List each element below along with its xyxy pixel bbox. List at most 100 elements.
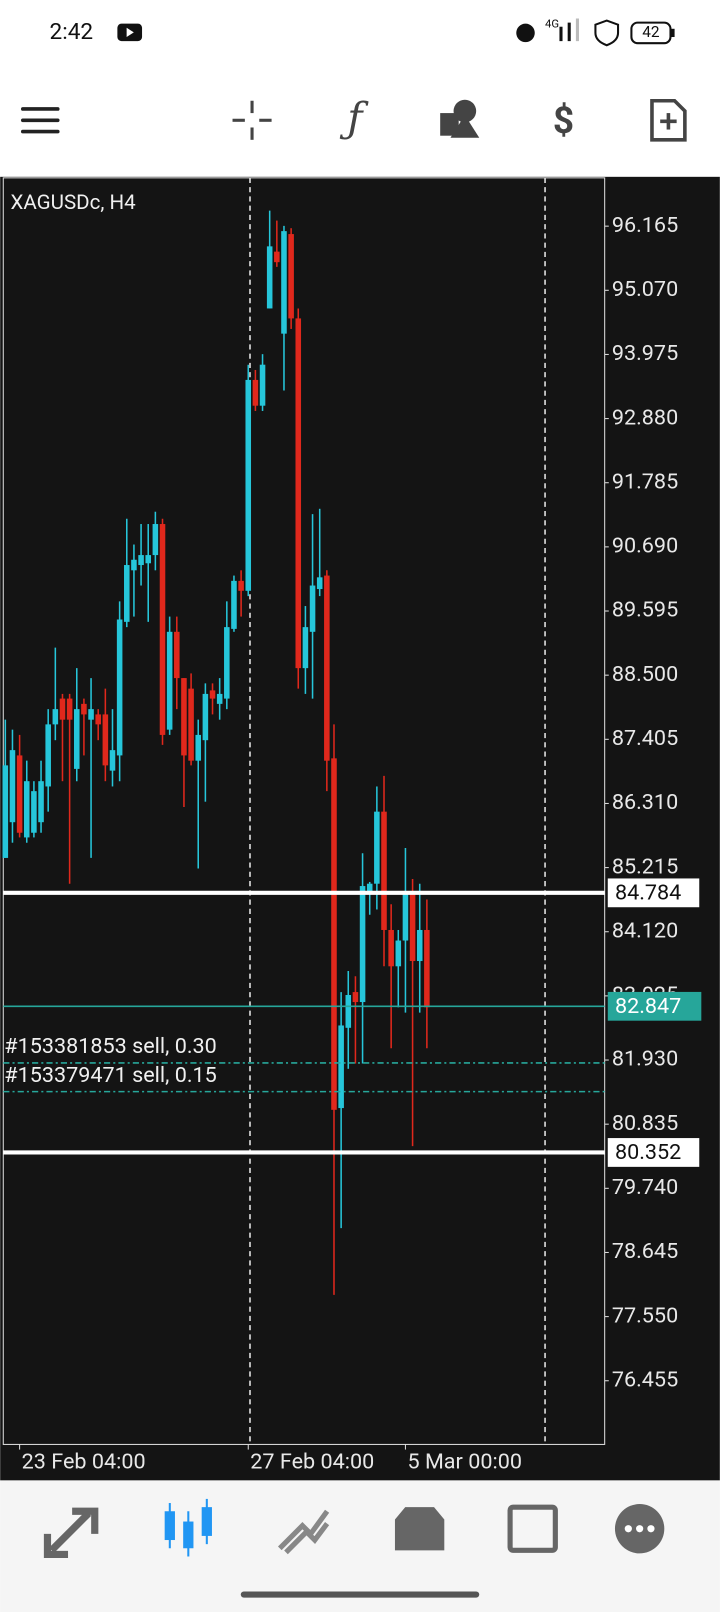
order-label: #153381853 sell, 0.30 bbox=[4, 1034, 217, 1059]
quotes-tab[interactable] bbox=[43, 1507, 99, 1559]
news-tab[interactable] bbox=[507, 1504, 558, 1553]
x-tick-label: 5 Mar 00:00 bbox=[407, 1450, 521, 1475]
trade-button[interactable]: $ bbox=[553, 100, 574, 143]
candle-body bbox=[259, 364, 266, 406]
candle-body bbox=[388, 929, 394, 967]
candle-body bbox=[124, 565, 130, 622]
candle-body bbox=[302, 627, 309, 669]
y-tick-label: 79.740 bbox=[612, 1175, 678, 1200]
candle-body bbox=[395, 940, 402, 967]
candle-body bbox=[52, 709, 59, 725]
y-tick-label: 88.500 bbox=[612, 662, 678, 687]
candle-body bbox=[102, 714, 109, 766]
candle-body bbox=[73, 709, 80, 769]
chart-bg bbox=[0, 176, 720, 1481]
menu-button[interactable] bbox=[20, 107, 60, 134]
candle-body bbox=[188, 688, 194, 761]
objects-button[interactable] bbox=[440, 99, 480, 138]
candle-body bbox=[131, 559, 137, 571]
candle-body bbox=[66, 698, 73, 720]
y-tick-label: 76.455 bbox=[612, 1367, 678, 1392]
shield-icon bbox=[594, 19, 620, 47]
candle-body bbox=[324, 575, 330, 761]
y-tick-label: 93.975 bbox=[612, 341, 678, 366]
candle-body bbox=[288, 234, 294, 319]
candle-body bbox=[402, 891, 409, 941]
chart-symbol: XAGUSDc, H4 bbox=[10, 191, 136, 215]
candle-body bbox=[374, 811, 380, 884]
candle-body bbox=[95, 714, 101, 725]
candle-body bbox=[245, 379, 252, 591]
candle-body bbox=[145, 555, 151, 564]
y-tick-label: 86.310 bbox=[612, 790, 678, 815]
level-label: 84.784 bbox=[615, 881, 681, 906]
y-tick-label: 84.120 bbox=[612, 918, 678, 943]
battery-tip bbox=[671, 28, 675, 38]
x-tick-label: 23 Feb 04:00 bbox=[22, 1450, 146, 1475]
home-indicator bbox=[240, 1591, 480, 1598]
trade-tab[interactable] bbox=[277, 1509, 330, 1555]
candle-body bbox=[424, 929, 430, 1008]
candle-body bbox=[202, 693, 209, 741]
y-tick-label: 87.405 bbox=[612, 726, 678, 751]
candle-body bbox=[166, 631, 173, 730]
level-label: 80.352 bbox=[615, 1140, 681, 1165]
candle-body bbox=[224, 627, 230, 699]
y-tick-label: 90.690 bbox=[612, 534, 678, 559]
candle-body bbox=[59, 698, 66, 720]
y-tick-label: 85.215 bbox=[612, 854, 678, 879]
candle-body bbox=[209, 690, 216, 699]
candle-body bbox=[38, 781, 44, 823]
candle-body bbox=[309, 585, 316, 632]
y-tick-label: 89.595 bbox=[612, 598, 678, 623]
signal-icon bbox=[567, 22, 571, 42]
candle-body bbox=[159, 524, 166, 735]
youtube-play bbox=[126, 27, 134, 38]
y-tick-label: 80.835 bbox=[612, 1111, 678, 1136]
candle-body bbox=[345, 995, 352, 1028]
status-time: 2:42 bbox=[50, 18, 94, 45]
y-tick-label: 81.930 bbox=[612, 1047, 678, 1072]
order-label: #153379471 sell, 0.15 bbox=[4, 1063, 217, 1088]
y-tick-label: 77.550 bbox=[612, 1303, 678, 1328]
y-tick-label: 95.070 bbox=[612, 277, 678, 302]
candle-body bbox=[138, 555, 144, 566]
y-tick-label: 78.645 bbox=[612, 1239, 678, 1264]
candle-body bbox=[116, 619, 123, 756]
battery-level: 42 bbox=[642, 23, 660, 41]
candle-body bbox=[252, 379, 259, 406]
candle-body bbox=[2, 765, 9, 858]
price-label: 82.847 bbox=[615, 994, 681, 1019]
candle-body bbox=[238, 580, 244, 591]
candle-body bbox=[31, 791, 37, 833]
candle-body bbox=[331, 758, 337, 1110]
new-order-button[interactable] bbox=[650, 98, 687, 142]
crosshair-button[interactable] bbox=[232, 100, 272, 140]
candle-body bbox=[366, 883, 373, 895]
candle-body bbox=[181, 678, 187, 756]
candle-body bbox=[352, 992, 359, 1003]
header-bg bbox=[0, 0, 720, 177]
y-tick-label: 96.165 bbox=[612, 213, 678, 238]
candle-body bbox=[416, 929, 423, 962]
candle-body bbox=[45, 724, 51, 787]
bottom-nav bbox=[0, 1480, 720, 1612]
candle-body bbox=[174, 631, 180, 679]
signal-icon bbox=[575, 18, 579, 42]
candle-body bbox=[281, 231, 287, 334]
alarm-icon bbox=[516, 23, 535, 43]
chat-dots bbox=[624, 1525, 655, 1533]
candle-body bbox=[231, 580, 237, 629]
network-icon: 4G bbox=[545, 18, 559, 31]
candle-body bbox=[216, 693, 223, 704]
candle-body bbox=[295, 318, 302, 669]
level-label-bg bbox=[607, 1138, 700, 1167]
candle-body bbox=[266, 246, 273, 309]
history-tab[interactable] bbox=[394, 1507, 445, 1551]
candle-body bbox=[9, 750, 16, 823]
candle-body bbox=[88, 709, 94, 720]
chart-tab[interactable] bbox=[164, 1498, 212, 1557]
battery-icon bbox=[630, 21, 672, 45]
